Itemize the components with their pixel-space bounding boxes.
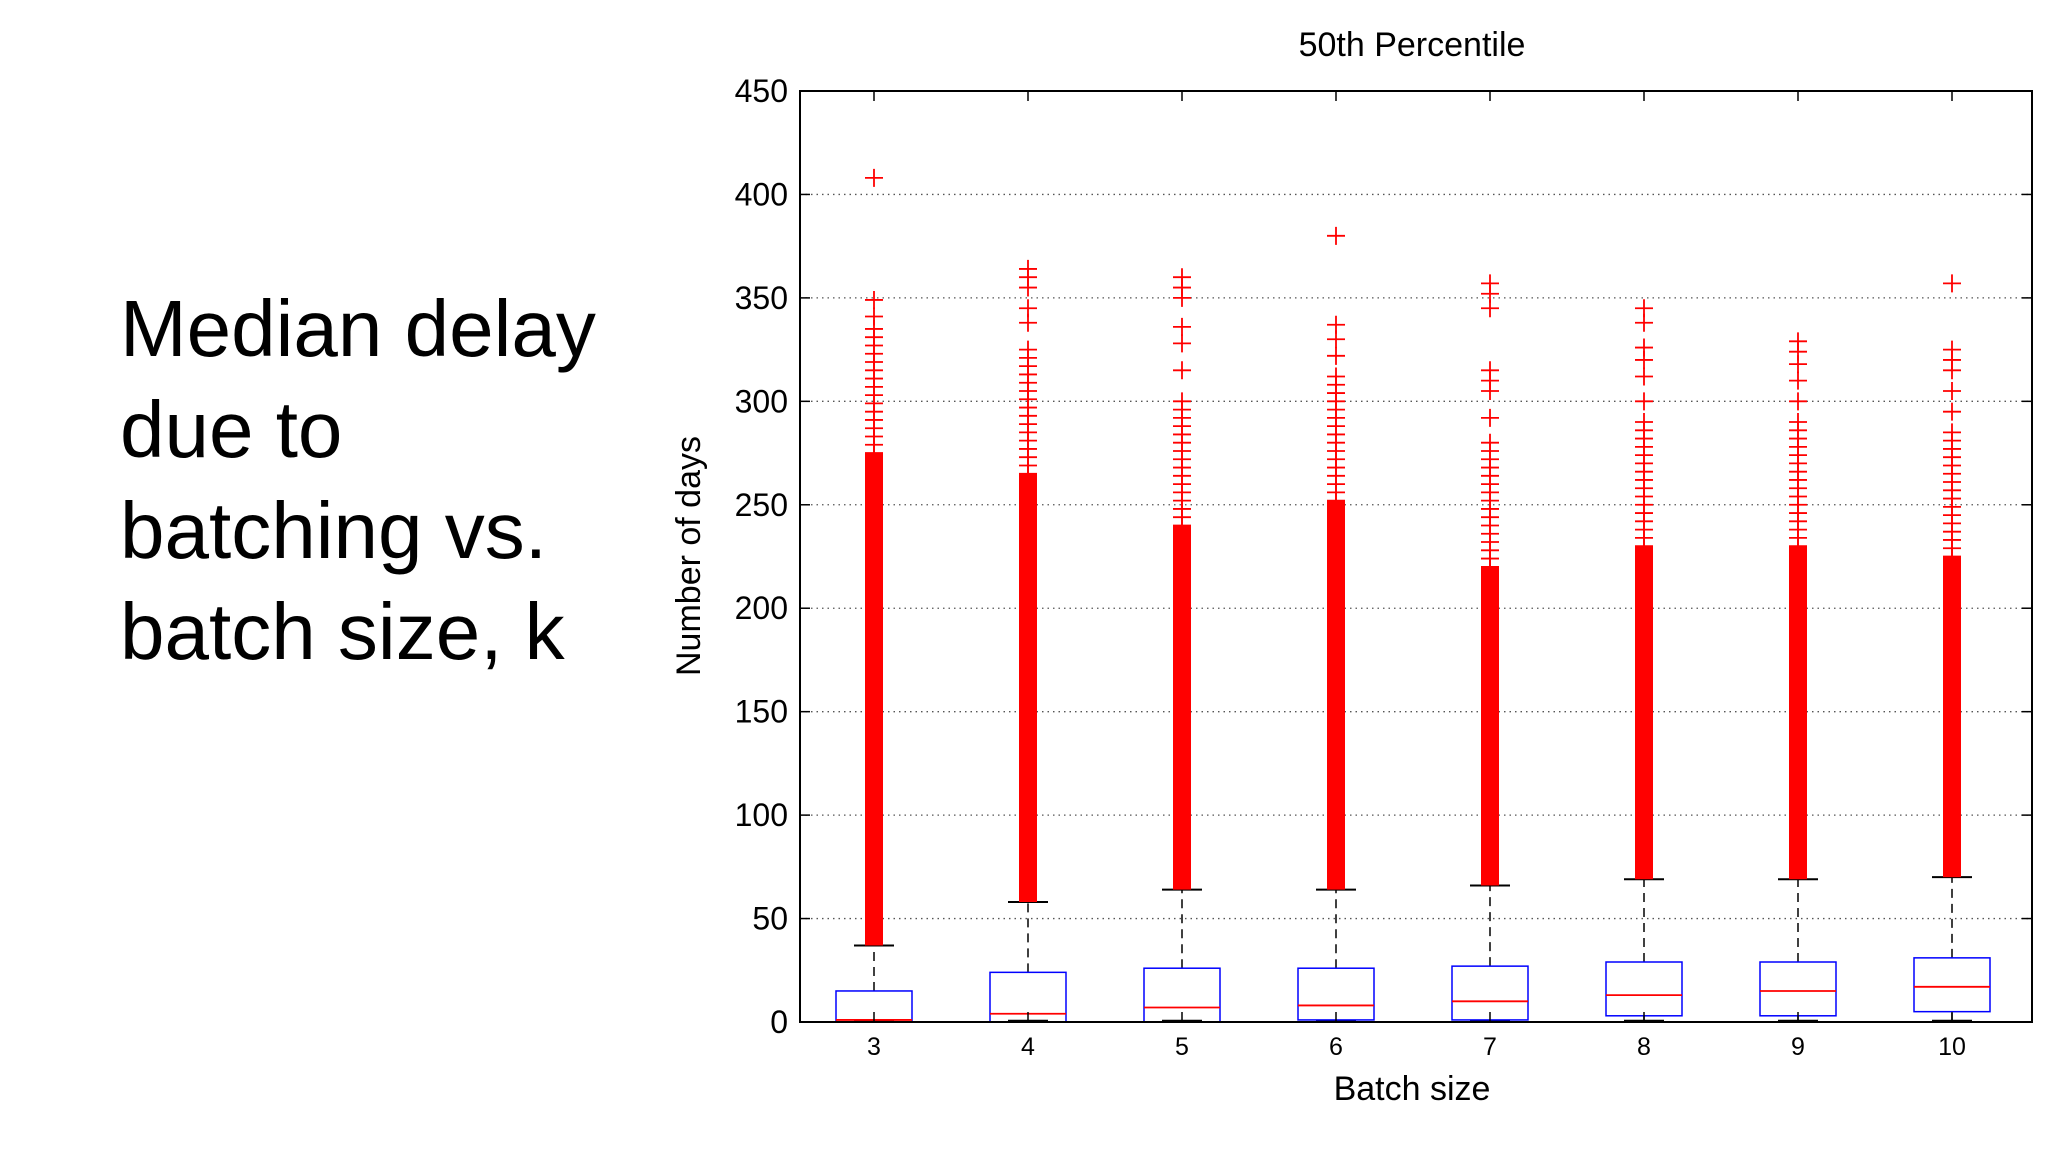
outlier-point (1173, 317, 1191, 336)
x-tick-label: 7 (1483, 1033, 1497, 1061)
outlier-point (865, 168, 883, 187)
box-6 (1297, 888, 1375, 1023)
outlier-point (1019, 340, 1037, 359)
box-9 (1759, 878, 1837, 1023)
y-tick-label: 100 (735, 797, 788, 833)
chart-title: 50th Percentile (1299, 26, 1526, 64)
outlier-point (1019, 259, 1037, 278)
y-tick-label: 350 (735, 280, 788, 316)
outlier-point (1019, 299, 1037, 318)
x-tick-label: 8 (1637, 1033, 1651, 1061)
y-tick-label: 450 (735, 73, 788, 109)
box-rect-10 (1913, 957, 1991, 1013)
slide-heading-line-3: batching vs. (120, 486, 547, 575)
slide-heading-line-2: due to (120, 385, 343, 474)
y-tick-label: 300 (735, 383, 788, 419)
x-tick-label: 9 (1791, 1033, 1805, 1061)
outliers-5 (1173, 268, 1191, 890)
outlier-band-5 (1173, 525, 1191, 890)
outlier-point (1943, 274, 1961, 293)
outlier-point (1481, 433, 1499, 452)
outlier-point (1943, 340, 1961, 359)
box-8 (1605, 878, 1683, 1023)
outlier-point (1635, 338, 1653, 357)
outlier-point (1635, 367, 1653, 386)
outliers-8 (1635, 299, 1653, 880)
y-tick-label: 0 (770, 1004, 788, 1040)
box-4 (989, 901, 1067, 1023)
outlier-point (1481, 361, 1499, 380)
x-tick-label: 5 (1175, 1033, 1189, 1061)
y-axis-label: Number of days (670, 436, 708, 676)
outlier-band-3 (865, 453, 883, 946)
y-tick-label: 150 (735, 694, 788, 730)
outliers-4 (1019, 259, 1037, 903)
y-tick-label: 50 (752, 901, 788, 937)
outlier-band-10 (1943, 556, 1961, 878)
box-5 (1143, 888, 1221, 1023)
slide-heading: Median delay due to batching vs. batch s… (120, 278, 680, 682)
outlier-point (1635, 413, 1653, 432)
outlier-band-6 (1327, 500, 1345, 890)
outlier-point (1789, 332, 1807, 351)
axes: 0 50 100 150 200 250 300 350 400 450 3 4 5 6 7 8 9 10 (735, 73, 2033, 1061)
x-tick-label: 4 (1021, 1033, 1035, 1061)
box-rect-9 (1759, 961, 1837, 1017)
outlier-point (1327, 346, 1345, 365)
slide-heading-line-1: Median delay (120, 284, 596, 373)
outlier-point (1789, 392, 1807, 411)
outlier-point (1173, 361, 1191, 380)
outlier-point (1789, 413, 1807, 432)
outlier-point (1943, 381, 1961, 400)
outlier-point (1173, 268, 1191, 287)
box-rect-8 (1605, 961, 1683, 1017)
outlier-point (865, 307, 883, 326)
y-tick-label: 200 (735, 590, 788, 626)
outlier-point (1635, 299, 1653, 318)
y-tick-label: 250 (735, 487, 788, 523)
slide-heading-line-4: batch size, k (120, 587, 565, 676)
x-tick-label: 6 (1329, 1033, 1343, 1061)
grid-lines (800, 193, 2032, 920)
outliers-7 (1481, 274, 1499, 886)
outlier-point (1173, 334, 1191, 353)
box-7 (1451, 884, 1529, 1023)
x-tick-label: 10 (1938, 1033, 1966, 1061)
outlier-point (1481, 274, 1499, 293)
outlier-point (1173, 392, 1191, 411)
outlier-band-4 (1019, 473, 1037, 903)
outlier-point (865, 290, 883, 309)
outlier-point (1943, 402, 1961, 421)
outliers-9 (1789, 332, 1807, 880)
outliers (865, 168, 1961, 946)
box-3 (835, 944, 913, 1023)
y-tick-label: 400 (735, 176, 788, 212)
outlier-band-8 (1635, 546, 1653, 880)
plot-frame (799, 90, 2033, 1023)
outlier-point (1943, 423, 1961, 442)
outlier-point (1327, 367, 1345, 386)
outlier-point (1327, 315, 1345, 334)
outliers-10 (1943, 274, 1961, 878)
outlier-point (1481, 408, 1499, 427)
outlier-point (1635, 392, 1653, 411)
outlier-band-7 (1481, 566, 1499, 886)
box-rect-7 (1451, 965, 1529, 1021)
box-10 (1913, 876, 1991, 1023)
outlier-point (1789, 371, 1807, 390)
x-axis-label: Batch size (1334, 1070, 1491, 1108)
outliers-3 (865, 168, 883, 946)
x-tick-label: 3 (867, 1033, 881, 1061)
boxes (835, 876, 1991, 1023)
outlier-point (1327, 226, 1345, 245)
outlier-band-9 (1789, 546, 1807, 880)
outliers-6 (1327, 226, 1345, 890)
